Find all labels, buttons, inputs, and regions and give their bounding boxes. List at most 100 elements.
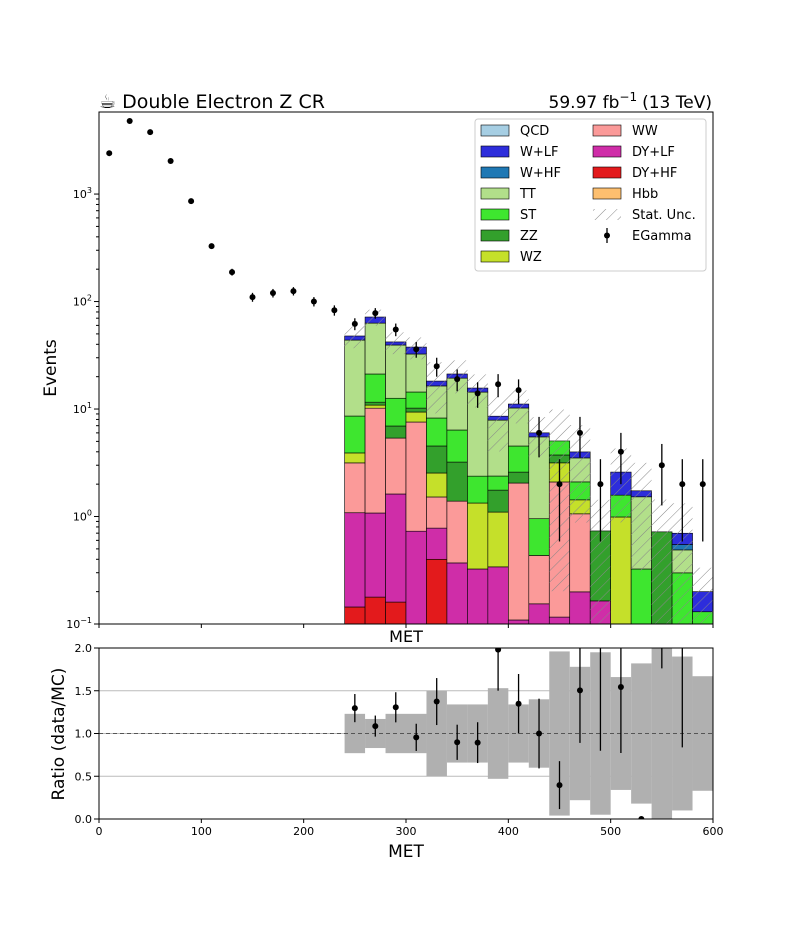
legend: QCD W+LF W+HF TT ST ZZ WZ WW DY+LF DY+HF Hbb Stat. …: [474, 118, 707, 272]
stat-unc-band: [631, 462, 652, 571]
stat-unc-band: [508, 390, 529, 424]
ratio-point: [433, 698, 440, 705]
stack-segment: [467, 502, 489, 570]
data-point: [597, 481, 604, 488]
y-tick-base: 10: [73, 188, 87, 201]
ratio-y-axis-label: Ratio (data/MC): [49, 668, 69, 801]
legend-label: ZZ: [520, 229, 538, 244]
ratio-unc-band: [549, 651, 570, 816]
legend-swatch: [592, 166, 622, 179]
legend-label: W+LF: [520, 145, 558, 160]
stack-segment: [446, 461, 468, 502]
stack-segment: [364, 407, 386, 514]
data-point: [454, 376, 461, 383]
stack-segment: [344, 452, 366, 464]
stack-segment: [405, 411, 427, 423]
legend-label: Hbb: [632, 187, 658, 202]
data-point: [372, 310, 379, 317]
legend-box: [474, 118, 707, 272]
ratio-point: [536, 730, 543, 737]
ratio-y-tick-label: 2.0: [75, 642, 93, 655]
data-point: [351, 320, 358, 327]
x-tick-label: 200: [293, 825, 314, 838]
stat-unc-band: [651, 499, 673, 624]
x-tick-label: 500: [600, 825, 621, 838]
legend-swatch: [480, 229, 510, 242]
data-point: [433, 363, 440, 370]
main-plot: [106, 118, 713, 624]
stat-unc-band: [344, 326, 366, 349]
y-axis-label: Events: [41, 339, 61, 397]
data-point: [290, 288, 297, 295]
data-point: [331, 307, 338, 314]
data-point: [106, 150, 113, 157]
stack-segment: [487, 475, 509, 491]
stack-segment: [405, 407, 427, 413]
data-point: [310, 298, 317, 305]
ratio-point: [617, 683, 624, 690]
y-tick-exponent: 1: [87, 401, 92, 410]
ratio-y-tick-label: 0.0: [75, 813, 93, 826]
stack-segment: [426, 496, 448, 529]
stack-segment: [344, 512, 366, 608]
stat-unc-band: [610, 448, 632, 523]
legend-label: WZ: [520, 250, 542, 265]
data-point: [495, 381, 502, 388]
data-point: [576, 429, 583, 436]
data-point: [188, 198, 195, 205]
ratio-y-tick-label: 0.5: [75, 770, 93, 783]
x-tick-label: 100: [191, 825, 212, 838]
stat-unc-band: [692, 567, 713, 624]
data-point: [147, 129, 154, 136]
stack-segment: [344, 339, 366, 417]
data-point: [229, 269, 236, 276]
legend-swatch: [592, 124, 622, 137]
ratio-point: [454, 739, 461, 746]
stack-segment: [364, 373, 386, 403]
x-tick-label: 300: [396, 825, 417, 838]
legend-swatch: [592, 187, 622, 200]
legend-label: ST: [520, 208, 536, 223]
legend-swatch: [480, 187, 510, 200]
stack-segment: [364, 404, 386, 409]
stack-segment: [487, 489, 509, 513]
stack-segment: [344, 462, 366, 514]
stack-segment: [467, 475, 489, 504]
stat-unc-band: [385, 332, 406, 355]
stack-segment: [385, 425, 407, 439]
data-point: [249, 294, 256, 301]
stat-unc-band: [590, 499, 611, 624]
stack-segment: [426, 527, 448, 560]
ratio-x-axis-label: MET: [388, 842, 424, 862]
lumi-rest: (13 TeV): [642, 93, 712, 113]
stack-segment: [508, 471, 530, 484]
stat-unc-band: [487, 396, 509, 452]
stack-segment: [385, 397, 407, 427]
legend-label: W+HF: [520, 166, 561, 181]
y-tick-label: 100: [73, 509, 92, 524]
data-point: [536, 429, 543, 436]
data-point: [208, 243, 215, 250]
data-point: [556, 481, 563, 488]
ratio-point: [515, 700, 522, 707]
lumi-label: 59.97 fb−1 (13 TeV): [549, 90, 712, 113]
chart-title: ☕ Double Electron Z CR: [99, 91, 325, 113]
legend-label: QCD: [520, 124, 549, 139]
stack-segment: [344, 415, 366, 454]
legend-swatch: [480, 166, 510, 179]
legend-swatch: [480, 208, 510, 221]
ratio-plot: [99, 648, 713, 819]
stack-segment: [569, 513, 591, 593]
y-tick-exponent: 0: [87, 509, 92, 518]
legend-swatch: [480, 124, 510, 137]
y-tick-base: 10: [73, 511, 87, 524]
stack-segment: [405, 421, 427, 532]
stack-segment: [426, 445, 448, 474]
ratio-point: [495, 648, 502, 653]
stack-segment: [446, 500, 468, 564]
stack-segment: [385, 493, 407, 603]
stat-unc-band: [672, 503, 693, 624]
ratio-point: [576, 687, 583, 694]
stack-segment: [487, 511, 509, 568]
